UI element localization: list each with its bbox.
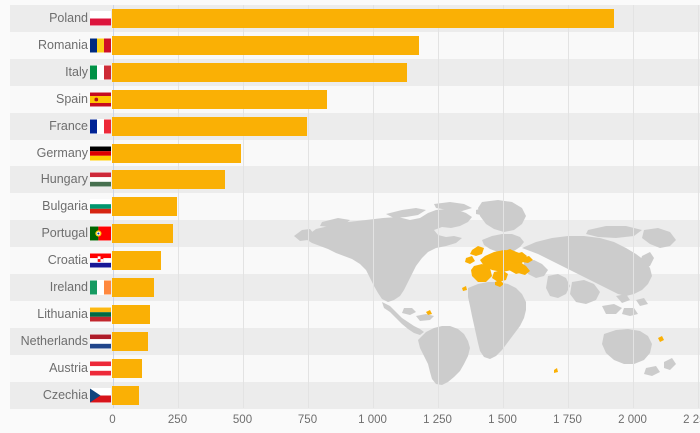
bar-row[interactable]: Romania [0,32,700,59]
value-bar[interactable] [112,116,307,136]
flag-romania-icon [90,37,111,53]
value-bar[interactable] [112,89,327,109]
x-axis-tick-label: 2 250 [683,414,700,426]
category-label: Portugal [41,226,88,241]
flag-italy-icon [90,64,111,80]
category-label: Spain [56,91,88,106]
value-bar[interactable] [112,358,142,378]
category-label: France [49,118,88,133]
bar-row[interactable]: Portugal [0,220,700,247]
value-bar[interactable] [112,143,241,163]
category-label: Czechia [42,387,88,402]
category-label: Croatia [47,253,88,268]
category-label: Lithuania [37,306,88,321]
flag-spain-icon [90,91,111,107]
category-label: Germany [36,145,88,160]
gridline [632,5,634,408]
flag-france-icon [90,118,111,134]
x-axis: 0 250 500 750 1 000 1 250 1 500 1 750 2 000 2 250 [0,410,700,433]
flag-croatia-icon [90,253,111,269]
value-bar[interactable] [112,304,150,324]
category-label: Romania [37,37,88,52]
x-axis-tick-label: 750 [297,414,318,426]
value-bar[interactable] [112,62,408,82]
flag-lithuania-icon [90,306,111,322]
bar-row[interactable]: Bulgaria [0,193,700,220]
bar-row[interactable]: Poland [0,5,700,32]
bar-row[interactable]: Croatia [0,247,700,274]
flag-ireland-icon [90,280,111,295]
gridline [177,5,179,408]
bar-row[interactable]: Hungary [0,166,700,193]
flag-austria-icon [90,360,111,376]
bar-row[interactable]: Germany [0,140,700,167]
bar-row[interactable]: Lithuania [0,301,700,328]
flag-germany-icon [90,145,111,161]
bar-row[interactable]: Spain [0,86,700,113]
value-bar[interactable] [112,385,139,405]
gridline [372,5,374,408]
gridline [307,5,309,408]
category-label: Austria [49,360,88,375]
bar-row[interactable]: Italy [0,59,700,86]
category-label: Ireland [49,280,88,294]
x-axis-tick-label: 2 000 [618,414,647,426]
x-axis-tick-label: 250 [167,414,188,426]
value-bar[interactable] [112,224,174,244]
flag-portugal-icon [90,226,111,242]
gridline [242,5,244,408]
value-bar[interactable] [112,278,154,297]
value-bar[interactable] [112,170,226,190]
x-axis-tick-label: 1 000 [358,414,387,426]
x-axis-tick-label: 1 250 [423,414,452,426]
bar-row[interactable]: Ireland [0,274,700,301]
value-bar[interactable] [112,35,419,55]
flag-bulgaria-icon [90,199,111,215]
x-axis-tick-label: 0 [109,414,116,426]
value-bar[interactable] [112,251,162,271]
bar-row[interactable]: Austria [0,355,700,382]
category-label: Italy [65,64,88,79]
flag-netherlands-icon [90,333,111,349]
bar-row[interactable]: Czechia [0,382,700,409]
bar-row[interactable]: Netherlands [0,328,700,355]
category-label: Netherlands [20,333,88,348]
value-bar[interactable] [112,197,177,217]
x-axis-tick-label: 500 [232,414,253,426]
bar-row[interactable]: France [0,113,700,140]
flag-poland-icon [90,11,111,26]
x-axis-tick-label: 1 500 [488,414,517,426]
category-label: Poland [49,11,88,25]
category-label: Hungary [40,172,88,187]
flag-hungary-icon [90,172,111,188]
flag-czechia-icon [90,387,111,403]
gridline [567,5,569,408]
value-bar[interactable] [112,9,614,28]
value-bar[interactable] [112,331,148,351]
category-label: Bulgaria [42,199,88,214]
x-axis-tick-label: 1 750 [553,414,582,426]
gridline [697,5,699,408]
